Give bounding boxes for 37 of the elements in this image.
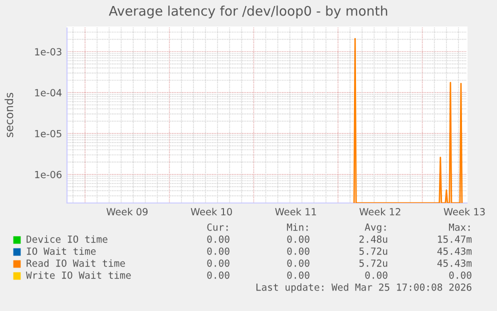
- text: 0.00: [287, 235, 310, 243]
- text: Max:: [448, 224, 470, 231]
- text: 0.00: [207, 259, 230, 267]
- y-tick-label: 1e-06: [35, 170, 62, 178]
- text: 0.00: [287, 259, 310, 267]
- x-tick-label: Week 11: [275, 208, 316, 216]
- text: 15.47m: [438, 236, 472, 243]
- text: Cur:: [207, 223, 228, 231]
- text: 45.43m: [437, 247, 472, 255]
- line-series: [353, 38, 463, 203]
- x-tick-label: Week 09: [106, 208, 148, 216]
- y-tick-label: 1e-04: [35, 89, 62, 96]
- text: Min:: [286, 223, 308, 231]
- text: 5.72u: [359, 259, 388, 267]
- text: 0.00: [365, 271, 388, 279]
- y-axis-title: seconds: [4, 92, 14, 138]
- text: 0.00: [287, 271, 310, 279]
- text: 5.72u: [359, 247, 388, 255]
- chart-title: Average latency for /dev/loop0 - by month: [108, 6, 388, 18]
- x-tick-label: Week 10: [190, 208, 232, 216]
- text: 0.00: [207, 247, 230, 255]
- text: Last update: Wed Mar 25 17:00:08 2026: [256, 283, 472, 293]
- legend-label: Write IO Wait time: [26, 271, 131, 279]
- x-tick-label: Week 12: [359, 208, 400, 216]
- text: 0.00: [207, 235, 230, 243]
- legend-label: Read IO Wait time: [26, 259, 125, 267]
- y-tick-label: 1e-05: [35, 130, 62, 138]
- y-tick-label: 1e-03: [35, 48, 62, 56]
- text: 0.00: [287, 247, 310, 255]
- text: 2.48u: [359, 235, 388, 243]
- x-tick-label: Week 13: [444, 208, 485, 216]
- text: 0.00: [449, 271, 472, 279]
- text: Avg:: [364, 224, 386, 233]
- legend-label: IO Wait time: [26, 247, 96, 255]
- text: 45.43m: [437, 259, 472, 267]
- legend-label: Device IO time: [26, 235, 108, 243]
- text: 0.00: [207, 271, 230, 279]
